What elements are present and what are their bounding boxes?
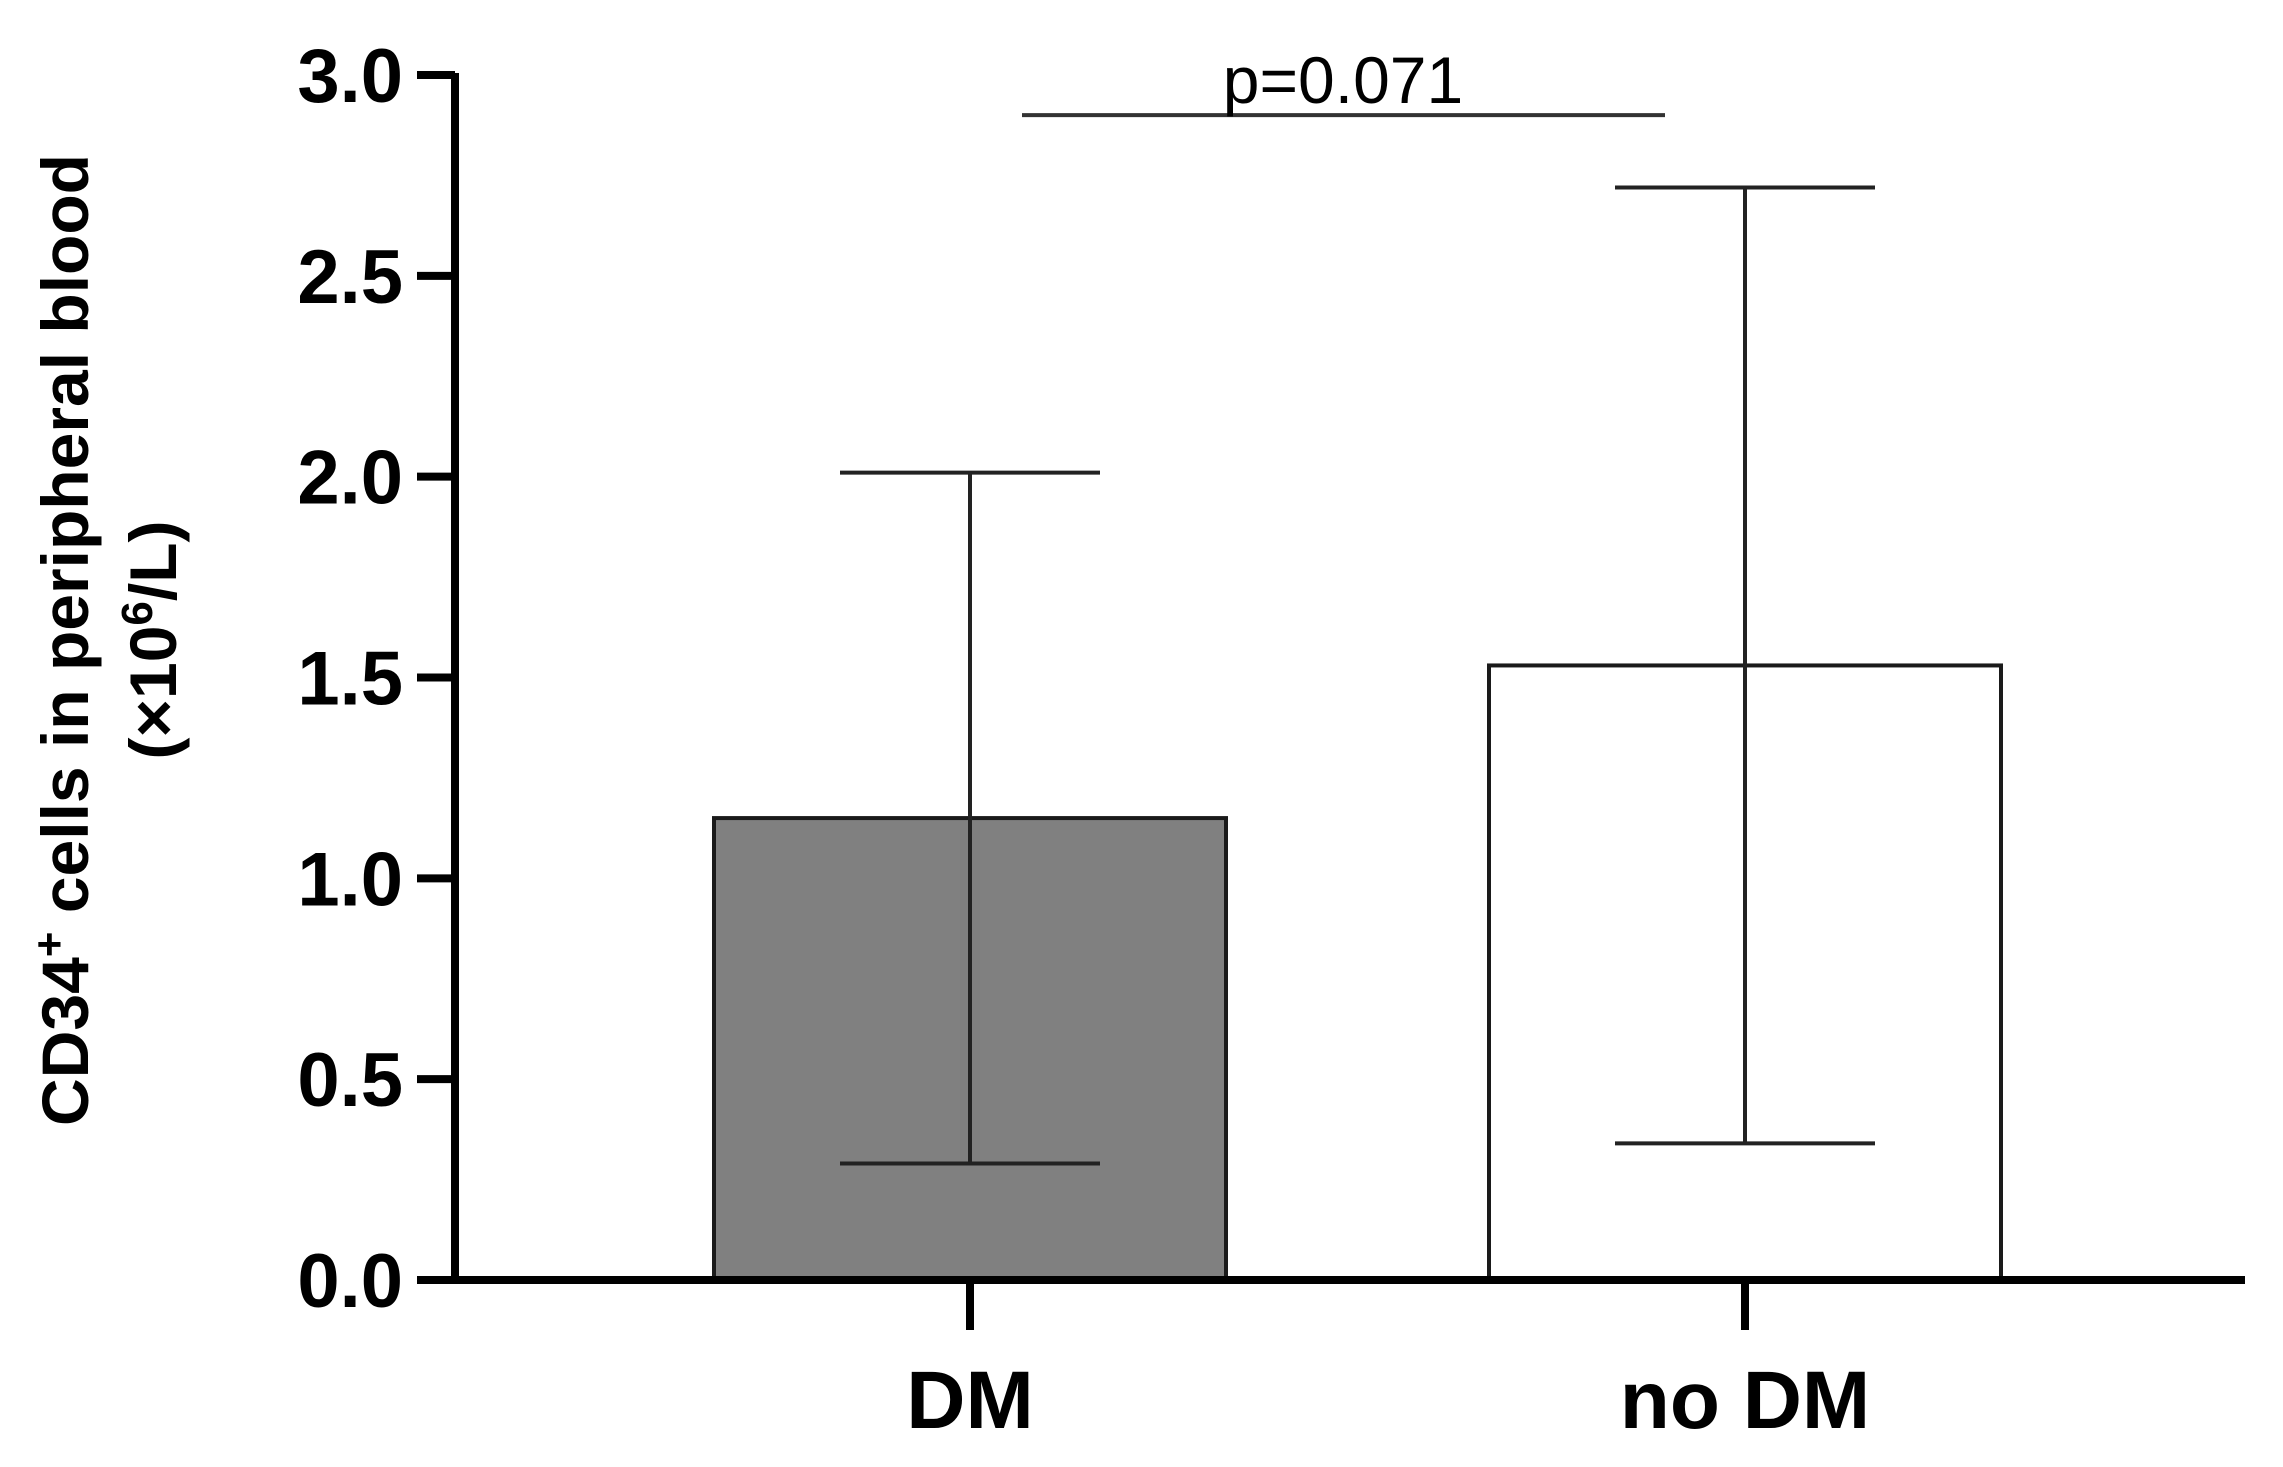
y-axis-title: CD34+ cells in peripheral blood (×106/L) [25,154,191,1126]
y-tick-label: 1.5 [297,637,403,722]
y-axis-title-line2: (×106/L) [113,520,191,759]
p-value-label: p=0.071 [1223,43,1463,117]
x-tick-label: no DM [1620,1355,1870,1446]
y-tick-label: 3.0 [297,34,403,119]
y-tick-label: 1.0 [297,837,403,922]
plot-area: 0.0 0.5 1.0 1.5 2.0 2.5 3.0 DM no DM p=0.071 [297,34,2245,1446]
x-tick-label: DM [906,1355,1034,1446]
y-tick-label: 0.0 [297,1239,403,1324]
y-tick-label: 0.5 [297,1038,403,1123]
y-tick-label: 2.5 [297,235,403,320]
y-tick-label: 2.0 [297,436,403,521]
y-axis-title-line1: CD34+ cells in peripheral blood [25,154,103,1126]
